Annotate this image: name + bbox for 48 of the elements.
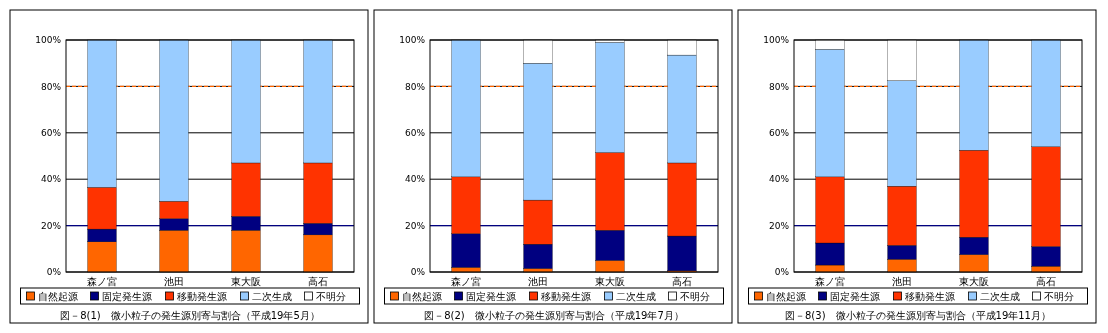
y-tick-label: 60%: [768, 127, 790, 138]
text: 図－8(1) 微小粒子の発生源別寄与割合（平成19年5月）: [60, 310, 320, 321]
text: 図－8(2) 微小粒子の発生源別寄与割合（平成19年7月）: [424, 310, 684, 321]
x-tick-label: 高石: [1036, 276, 1056, 287]
y-tick-label: 100%: [35, 35, 62, 46]
y-tick-label: 80%: [768, 81, 790, 92]
y-tick-label: 80%: [40, 81, 62, 92]
x-tick-label: 東大阪: [595, 276, 625, 287]
legend-label: 移動発生源: [176, 290, 227, 302]
x-tick-label: 森ノ宮: [451, 276, 481, 287]
text: 図－8(3) 微小粒子の発生源別寄与割合（平成19年11月）: [785, 310, 1051, 321]
legend-label: 不明分: [1043, 290, 1074, 302]
legend-label: 自然起源: [401, 290, 442, 302]
y-tick-label: 20%: [768, 220, 790, 231]
y-tick-label: 60%: [404, 127, 426, 138]
legend-label: 固定発生源: [101, 290, 152, 302]
x-tick-label: 東大阪: [231, 276, 261, 287]
x-tick-label: 森ノ宮: [815, 276, 845, 287]
x-tick-label: 池田: [892, 276, 912, 287]
y-tick-label: 100%: [399, 35, 426, 46]
legend-label: 二次生成: [979, 290, 1020, 302]
x-tick-label: 森ノ宮: [87, 276, 117, 287]
y-tick-label: 100%: [763, 35, 790, 46]
x-tick-label: 池田: [528, 276, 548, 287]
x-tick-label: 東大阪: [959, 276, 989, 287]
y-tick-label: 20%: [40, 220, 62, 231]
legend-label: 不明分: [679, 290, 710, 302]
y-tick-label: 40%: [40, 174, 62, 185]
y-tick-label: 20%: [404, 220, 426, 231]
y-tick-label: 0%: [410, 267, 426, 278]
legend-label: 移動発生源: [904, 290, 955, 302]
x-tick-label: 高石: [672, 276, 692, 287]
x-tick-label: 高石: [308, 276, 328, 287]
legend-label: 自然起源: [765, 290, 806, 302]
legend-label: 移動発生源: [540, 290, 591, 302]
legend-label: 固定発生源: [465, 290, 516, 302]
legend-label: 二次生成: [615, 290, 656, 302]
y-tick-label: 0%: [46, 267, 62, 278]
y-tick-label: 80%: [404, 81, 426, 92]
legend-label: 不明分: [315, 290, 346, 302]
x-tick-label: 池田: [164, 276, 184, 287]
y-tick-label: 40%: [404, 174, 426, 185]
legend-label: 自然起源: [37, 290, 78, 302]
legend-label: 二次生成: [251, 290, 292, 302]
legend-label: 固定発生源: [829, 290, 880, 302]
y-tick-label: 40%: [768, 174, 790, 185]
y-tick-label: 60%: [40, 127, 62, 138]
y-tick-label: 0%: [774, 267, 790, 278]
